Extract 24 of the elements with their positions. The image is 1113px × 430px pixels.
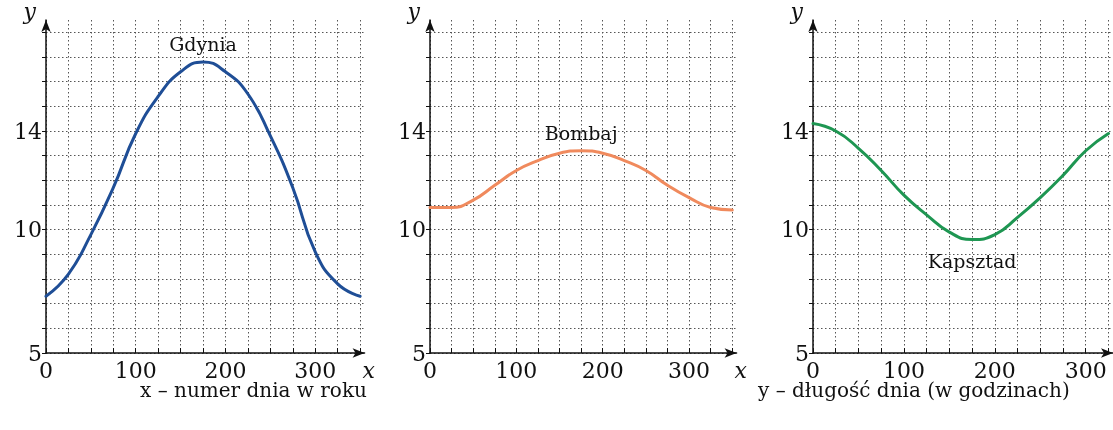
line-series (428, 149, 734, 212)
y-tick-label: 10 (781, 217, 809, 243)
series-label: Gdynia (169, 33, 237, 56)
y-tick-label: 5 (795, 340, 809, 366)
y-tick-label: 14 (781, 118, 809, 144)
x-tick-label: 0 (39, 357, 53, 383)
series-label: Bombaj (544, 122, 618, 145)
y-tick-label: 10 (398, 217, 426, 243)
series-label: Kapsztad (927, 250, 1017, 273)
y-tick-label: 5 (28, 340, 42, 366)
x-axis-title: x (734, 357, 748, 383)
x-tick-label: 0 (423, 357, 437, 383)
y-tick-label: 14 (14, 118, 42, 144)
x-tick-label: 200 (581, 357, 624, 383)
line-series (44, 60, 362, 298)
x-tick-label: 100 (495, 357, 538, 383)
y-axis-title: y (22, 0, 37, 24)
y-axis-title: y (406, 0, 421, 24)
y-tick-label: 14 (398, 118, 426, 144)
y-axis-title: y (789, 0, 804, 24)
x-tick-label: 300 (668, 357, 711, 383)
y-tick-label: 5 (412, 340, 426, 366)
y-tick-label: 10 (14, 217, 42, 243)
line-series (811, 122, 1110, 242)
